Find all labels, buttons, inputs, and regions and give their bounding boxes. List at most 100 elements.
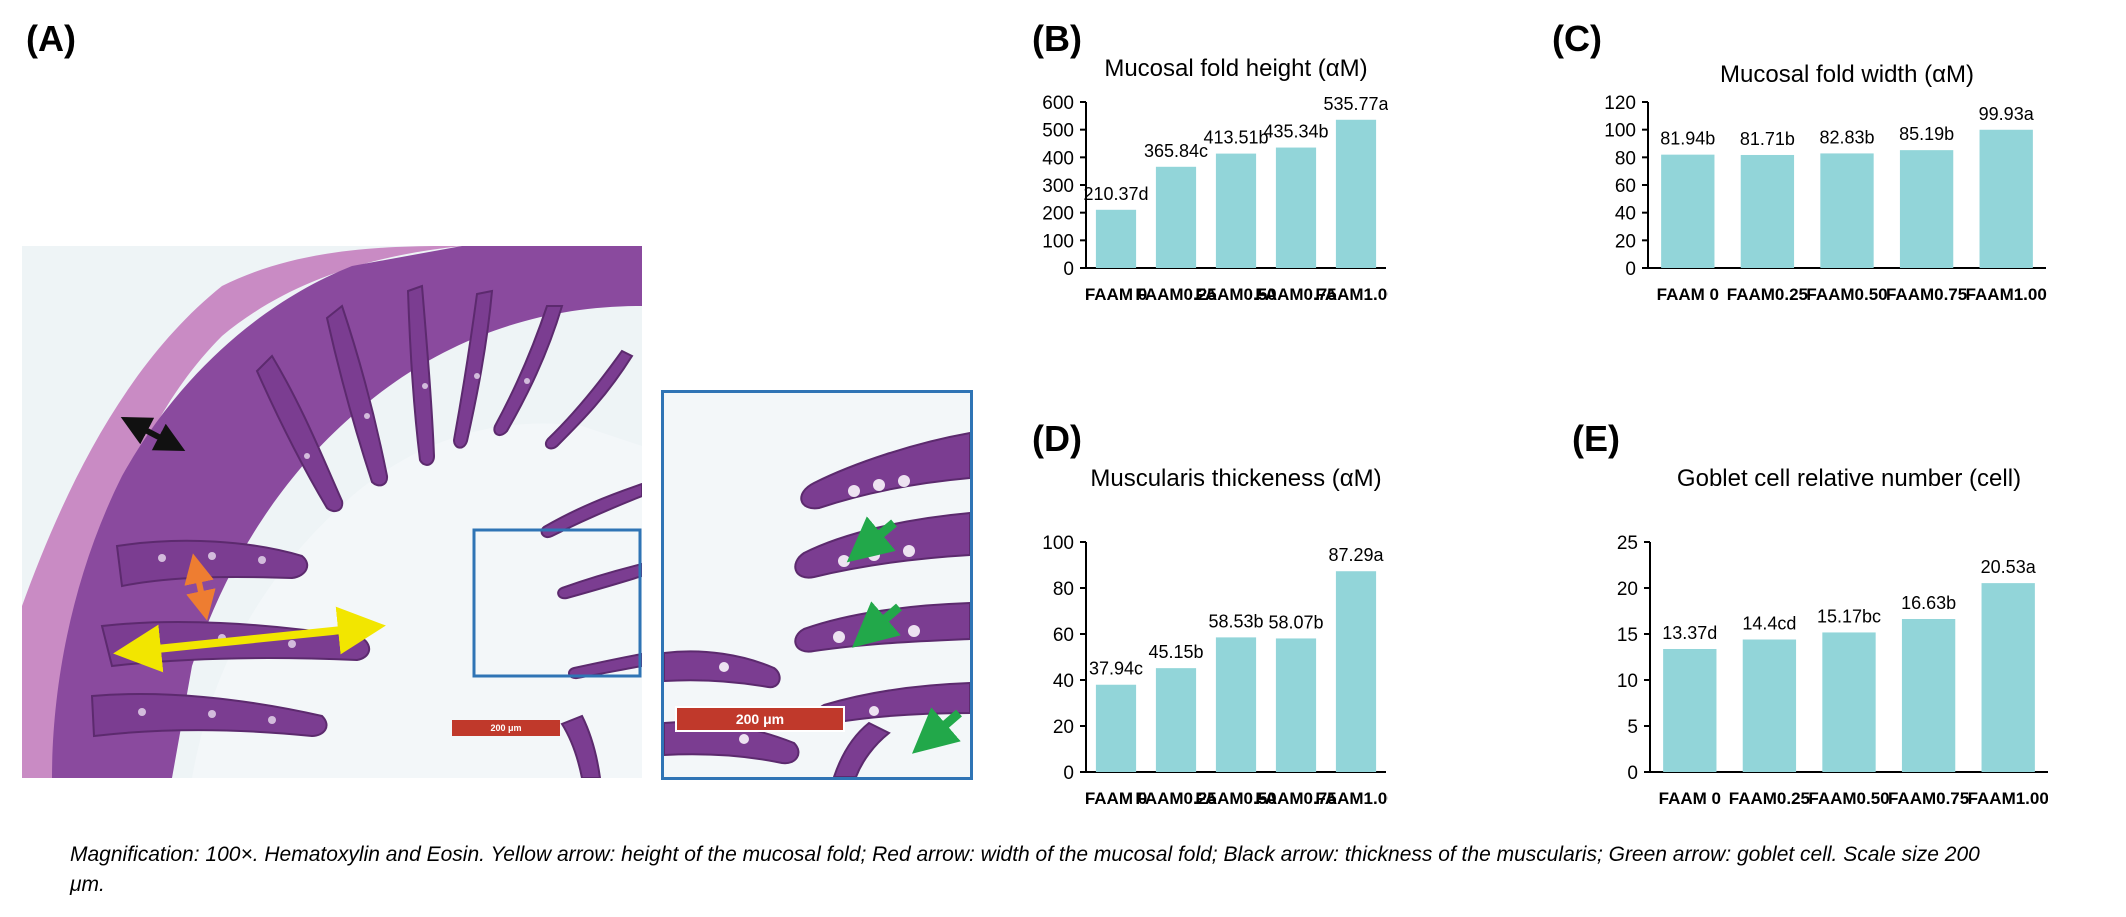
- data-label: 413.51b: [1203, 128, 1268, 148]
- y-tick-label: 300: [1042, 176, 1074, 197]
- y-tick-label: 80: [1615, 148, 1636, 169]
- y-tick-label: 100: [1042, 231, 1074, 252]
- x-tick-label: FAAM0.75: [1886, 285, 1967, 304]
- y-tick-label: 500: [1042, 121, 1074, 142]
- y-tick-label: 40: [1615, 204, 1636, 225]
- data-label: 99.93a: [1979, 104, 2035, 124]
- y-tick-label: 400: [1042, 148, 1074, 169]
- bar: [1899, 150, 1954, 268]
- bar: [1095, 684, 1137, 772]
- data-label: 535.77a: [1323, 94, 1388, 114]
- x-tick-label: FAAM0.50: [1195, 285, 1276, 304]
- x-tick-label: FAAM1.00: [1315, 789, 1388, 808]
- y-tick-label: 100: [1604, 121, 1636, 142]
- inset-illustration: [664, 393, 970, 777]
- data-label: 20.53a: [1981, 557, 2037, 577]
- x-tick-label: FAAM 0: [1659, 789, 1721, 808]
- x-tick-label: FAAM1.00: [1315, 285, 1388, 304]
- scale-bar-label-main: 200 μm: [490, 723, 522, 733]
- y-tick-label: 15: [1617, 625, 1638, 646]
- data-label: 16.63b: [1901, 593, 1956, 613]
- panel-label-b: (B): [1032, 18, 1082, 59]
- x-tick-label: FAAM0.25: [1135, 285, 1216, 304]
- data-label: 82.83b: [1819, 127, 1874, 147]
- x-tick-label: FAAM 0: [1657, 285, 1719, 304]
- y-tick-label: 0: [1063, 259, 1074, 280]
- bar: [1335, 571, 1377, 772]
- y-tick-label: 200: [1042, 204, 1074, 225]
- data-label: 81.94b: [1660, 129, 1715, 149]
- data-label: 58.53b: [1208, 611, 1263, 631]
- bar: [1901, 619, 1956, 772]
- data-label: 14.4cd: [1742, 614, 1796, 634]
- y-tick-label: 20: [1053, 717, 1074, 738]
- y-tick-label: 20: [1615, 231, 1636, 252]
- y-tick-label: 0: [1063, 763, 1074, 784]
- panel-label-e: (E): [1572, 418, 1620, 459]
- y-tick-label: 25: [1617, 533, 1638, 554]
- bar: [1215, 637, 1257, 772]
- data-label: 210.37d: [1083, 184, 1148, 204]
- bar: [1979, 129, 2033, 268]
- y-tick-label: 0: [1625, 259, 1636, 280]
- x-tick-label: FAAM1.00: [1968, 789, 2048, 808]
- y-tick-label: 600: [1042, 93, 1074, 114]
- data-label: 45.15b: [1148, 642, 1203, 662]
- bar: [1663, 648, 1717, 772]
- panel-label-d: (D): [1032, 418, 1082, 459]
- histology-inset-zoom: 200 μm: [661, 390, 973, 780]
- histology-micrograph: 200 μm: [22, 246, 642, 778]
- chart-title: Mucosal fold width (αM): [1720, 61, 1974, 88]
- chart-title: Goblet cell relative number (cell): [1677, 465, 2021, 492]
- y-tick-label: 80: [1053, 579, 1074, 600]
- chart-svg-b: Mucosal fold height (αM) 0 100 200 300 400 500…: [1042, 55, 1396, 304]
- x-tick-label: FAAM 0: [1085, 789, 1147, 808]
- data-label: 87.29a: [1328, 545, 1384, 565]
- chart-muscularis-thickness: Muscularis thickeness (αM) 0 20 40 60 80 100 37…: [1028, 452, 1396, 822]
- scale-bar-label-zoom: 200 μm: [735, 711, 785, 727]
- y-tick-label: 20: [1617, 579, 1638, 600]
- bar: [1095, 209, 1137, 268]
- bar: [1820, 153, 1874, 268]
- chart-goblet-cell-number: Goblet cell relative number (cell) 0 5 10 15…: [1548, 452, 2049, 822]
- bar: [1155, 166, 1197, 268]
- bar: [1335, 119, 1377, 269]
- x-tick-label: FAAM0.25: [1135, 789, 1216, 808]
- chart-title: Muscularis thickeness (αM): [1090, 465, 1381, 492]
- data-label: 37.94c: [1089, 659, 1143, 679]
- bar: [1740, 154, 1795, 268]
- x-tick-label: FAAM0.50: [1808, 789, 1889, 808]
- bar: [1742, 639, 1797, 772]
- bar: [1822, 632, 1876, 772]
- x-tick-label: FAAM1.00: [1966, 285, 2047, 304]
- bar: [1275, 147, 1317, 268]
- panel-label-c: (C): [1552, 18, 1602, 59]
- data-label: 85.19b: [1899, 124, 1954, 144]
- bar: [1981, 583, 2035, 772]
- x-tick-label: FAAM0.50: [1195, 789, 1276, 808]
- data-label: 13.37d: [1662, 623, 1717, 643]
- bar: [1215, 153, 1257, 268]
- data-label: 58.07b: [1268, 612, 1323, 632]
- data-label: 81.71b: [1740, 129, 1795, 149]
- x-tick-label: FAAM0.25: [1729, 789, 1810, 808]
- y-tick-label: 10: [1617, 671, 1638, 692]
- y-tick-label: 5: [1627, 717, 1638, 738]
- chart-title: Mucosal fold height (αM): [1104, 55, 1367, 82]
- figure-caption: Magnification: 100×. Hematoxylin and Eos…: [70, 843, 1980, 896]
- data-label: 365.84c: [1144, 141, 1208, 161]
- bar: [1275, 638, 1317, 772]
- y-tick-label: 60: [1615, 176, 1636, 197]
- chart-mucosal-fold-height: Mucosal fold height (αM) 0 100 200 300 400 500…: [1028, 52, 1396, 422]
- x-tick-label: FAAM0.25: [1727, 285, 1808, 304]
- y-tick-label: 40: [1053, 671, 1074, 692]
- chart-svg-d: Muscularis thickeness (αM) 0 20 40 60 80 100 37…: [1042, 465, 1396, 808]
- chart-mucosal-fold-width: Mucosal fold width (αM) 0 20 40 60 80 100 120 81…: [1548, 52, 2048, 422]
- y-tick-label: 120: [1604, 93, 1636, 114]
- x-tick-label: FAAM0.50: [1806, 285, 1887, 304]
- micrograph-illustration: [22, 246, 642, 778]
- x-tick-label: FAAM 0: [1085, 285, 1147, 304]
- x-tick-label: FAAM0.75: [1888, 789, 1969, 808]
- data-label: 15.17bc: [1817, 606, 1881, 626]
- data-label: 435.34b: [1263, 122, 1328, 142]
